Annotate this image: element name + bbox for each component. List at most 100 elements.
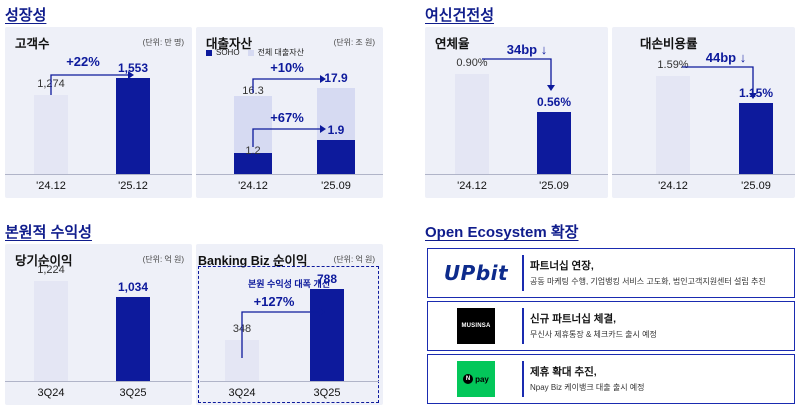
eco-sub-npay: Npay Biz 케이뱅크 대출 출시 예정 xyxy=(530,383,645,392)
section-title-profitability: 본원적 수익성 xyxy=(5,224,92,241)
eco-text-upbit: 파트너십 연장, 공동 마케팅 수행, 기업뱅킹 서비스 고도화, 법인고객지원… xyxy=(530,258,766,287)
banking-biz-banner: 본원 수익성 대폭 개선 xyxy=(247,279,331,289)
loans-xtick-0: '24.12 xyxy=(238,180,268,192)
net-income-xtick-0: 3Q24 xyxy=(37,387,65,399)
loans-soho-value-2412: 1.2 xyxy=(245,145,261,157)
credit-cost-title: 대손비용률 xyxy=(640,37,698,51)
eco-sub-upbit: 공동 마케팅 수행, 기업뱅킹 서비스 고도화, 법인고객지원센터 설립 추진 xyxy=(530,277,766,286)
eco-head-upbit: 파트너십 연장, xyxy=(530,260,594,272)
delinquency-change-arrow xyxy=(482,58,555,91)
loans-soho-value-2509: 1.9 xyxy=(327,123,345,137)
delinquency-xtick-1: '25.09 xyxy=(539,180,569,192)
musinsa-logo-block: MUSINSA xyxy=(457,308,495,344)
eco-card-npay: N pay 제휴 확대 추진, Npay Biz 케이뱅크 대출 출시 예정 xyxy=(427,354,795,404)
credit-cost-bar-2509 xyxy=(739,103,773,174)
delinquency-change: 34bp ↓ xyxy=(506,42,548,57)
npay-logo-text: pay xyxy=(475,374,489,384)
delinquency-title: 연체율 xyxy=(435,37,470,51)
net-income-value-3q24: 1,224 xyxy=(37,264,65,276)
musinsa-logo: MUSINSA xyxy=(434,308,518,344)
banking-biz-baseline xyxy=(200,381,379,382)
banking-biz-value-3q25: 788 xyxy=(316,272,338,286)
loans-unit: (단위: 조 원) xyxy=(333,38,375,47)
delinquency-bar-2509 xyxy=(537,111,571,174)
section-title-growth: 성장성 xyxy=(5,7,47,24)
npay-logo-badge: N xyxy=(463,374,474,384)
delinquency-xtick-0: '24.12 xyxy=(457,180,487,192)
credit-cost-baseline xyxy=(612,174,795,175)
banking-biz-panel: Banking Biz 순이익 (단위: 억 원) 본원 수익성 대폭 개선 3… xyxy=(196,244,383,405)
customers-bar-2512 xyxy=(116,78,150,174)
loans-soho-growth-arrow xyxy=(252,125,326,147)
eco-divider xyxy=(522,308,524,344)
loans-panel: 대출자산 (단위: 조 원) SOHO 전체 대출자산 16.3 17.9 1.… xyxy=(196,27,383,198)
eco-sub-musinsa: 무신사 제휴통장 & 체크카드 출시 예정 xyxy=(530,330,657,339)
eco-head-musinsa: 신규 파트너십 체결, xyxy=(530,313,617,325)
customers-growth-arrow xyxy=(50,71,134,95)
customers-title: 고객수 xyxy=(15,37,50,51)
eco-card-upbit: UPbit 파트너십 연장, 공동 마케팅 수행, 기업뱅킹 서비스 고도화, … xyxy=(427,248,795,298)
musinsa-logo-text: MUSINSA xyxy=(461,323,491,329)
customers-xtick-0: '24.12 xyxy=(36,180,66,192)
delinquency-bar-2412 xyxy=(455,74,489,174)
upbit-logo-text: UPbit xyxy=(443,261,509,285)
banking-biz-xtick-1: 3Q25 xyxy=(313,387,341,399)
net-income-value-3q25: 1,034 xyxy=(117,279,149,294)
loans-legend: SOHO 전체 대출자산 xyxy=(206,47,304,58)
legend-total-label: 전체 대출자산 xyxy=(257,48,304,57)
loans-total-growth-arrow xyxy=(252,75,326,93)
credit-cost-value-2412: 1.59% xyxy=(657,59,689,71)
net-income-panel: 당기순이익 (단위: 억 원) 1,224 1,034 3Q24 3Q25 xyxy=(5,244,192,405)
delinquency-value-2412: 0.90% xyxy=(456,57,488,69)
customers-panel: 고객수 (단위: 만 명) 1,274 1,553 +22% '24.12 '2… xyxy=(5,27,192,198)
eco-divider xyxy=(522,361,524,397)
net-income-title: 당기순이익 xyxy=(15,254,73,268)
customers-unit: (단위: 만 명) xyxy=(142,38,184,47)
loans-soho-bar-2412 xyxy=(234,152,272,174)
banking-biz-bar-3q25 xyxy=(310,289,344,381)
credit-cost-bar-2412 xyxy=(656,76,690,174)
legend-soho-label: SOHO xyxy=(216,48,240,57)
customers-growth: +22% xyxy=(66,54,100,69)
eco-text-musinsa: 신규 파트너십 체결, 무신사 제휴통장 & 체크카드 출시 예정 xyxy=(530,311,657,340)
net-income-bar-3q24 xyxy=(34,281,68,381)
loans-baseline xyxy=(196,174,383,175)
banking-biz-unit: (단위: 억 원) xyxy=(333,255,375,264)
customers-bar-2412 xyxy=(34,95,68,174)
legend-soho-swatch xyxy=(206,49,212,56)
credit-cost-change-arrow xyxy=(682,66,757,99)
eco-text-npay: 제휴 확대 추진, Npay Biz 케이뱅크 대출 출시 예정 xyxy=(530,364,645,393)
loans-title: 대출자산 xyxy=(206,37,253,51)
eco-divider xyxy=(522,255,524,291)
credit-cost-panel: 대손비용률 1.59% 1.15% 44bp ↓ '24.12 '25.09 xyxy=(612,27,795,198)
credit-cost-xtick-1: '25.09 xyxy=(741,180,771,192)
npay-logo-block: N pay xyxy=(457,361,495,397)
customers-baseline xyxy=(5,174,192,175)
net-income-xtick-1: 3Q25 xyxy=(119,387,147,399)
customers-xtick-1: '25.12 xyxy=(118,180,148,192)
customers-value-2512: 1,553 xyxy=(117,61,149,75)
banking-biz-title: Banking Biz 순이익 xyxy=(198,254,308,268)
section-title-soundness: 여신건전성 xyxy=(425,7,495,24)
eco-head-npay: 제휴 확대 추진, xyxy=(530,366,597,378)
net-income-baseline xyxy=(5,381,192,382)
upbit-logo: UPbit xyxy=(434,255,518,291)
credit-cost-change: 44bp ↓ xyxy=(705,50,747,65)
credit-cost-xtick-0: '24.12 xyxy=(658,180,688,192)
net-income-unit: (단위: 억 원) xyxy=(142,255,184,264)
delinquency-baseline xyxy=(425,174,608,175)
loans-soho-growth: +67% xyxy=(270,110,304,125)
npay-logo: N pay xyxy=(434,361,518,397)
delinquency-panel: 연체율 0.90% 0.56% 34bp ↓ '24.12 '25.09 xyxy=(425,27,608,198)
banking-biz-growth-arrow xyxy=(241,308,325,358)
net-income-bar-3q25 xyxy=(116,296,150,381)
loans-total-value-2509: 17.9 xyxy=(324,71,348,85)
section-title-ecosystem: Open Ecosystem 확장 xyxy=(425,224,579,241)
loans-soho-bar-2509 xyxy=(317,140,355,174)
legend-total-swatch xyxy=(247,49,254,56)
banking-biz-highlight-box xyxy=(198,266,379,403)
loans-total-growth: +10% xyxy=(270,60,304,75)
loans-xtick-1: '25.09 xyxy=(321,180,351,192)
delinquency-value-2509: 0.56% xyxy=(536,94,572,109)
banking-biz-xtick-0: 3Q24 xyxy=(228,387,256,399)
